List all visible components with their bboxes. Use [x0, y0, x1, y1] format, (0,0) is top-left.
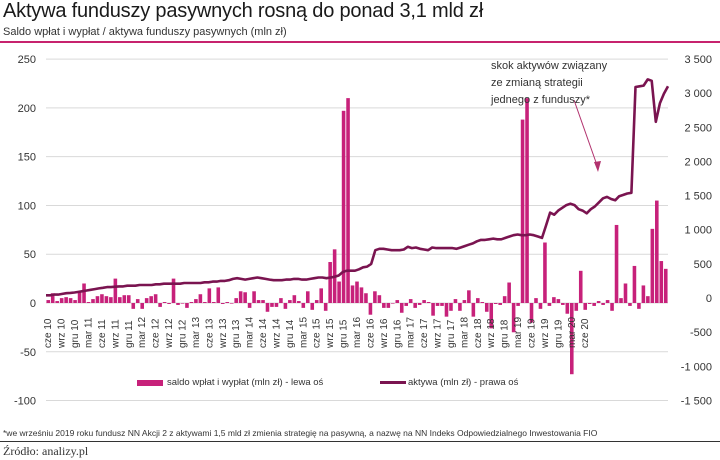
- svg-text:cze 18: cze 18: [473, 318, 484, 348]
- svg-text:gru 11: gru 11: [124, 320, 135, 348]
- svg-text:wrz 13: wrz 13: [218, 318, 229, 349]
- svg-text:mar 14: mar 14: [245, 316, 256, 348]
- svg-text:1 500: 1 500: [684, 191, 712, 203]
- legend-line-label: aktywa (mln zł) - prawa oś: [408, 377, 519, 388]
- svg-text:3 000: 3 000: [684, 88, 712, 100]
- annotation-line-2: ze zmianą strategii: [491, 77, 583, 89]
- svg-text:-100: -100: [14, 396, 36, 408]
- legend-bar-swatch-icon: [137, 379, 163, 386]
- legend-bars: saldo wpłat i wypłat (mln zł) - lewa oś: [137, 377, 323, 388]
- right-axis: 3 500 3 000 2 500 2 000 1 500 1 000 500 0 -500 -1…: [681, 54, 712, 408]
- svg-text:mar 13: mar 13: [191, 316, 202, 348]
- svg-text:wrz 14: wrz 14: [272, 318, 283, 349]
- legend-bars-label: saldo wpłat i wypłat (mln zł) - lewa oś: [167, 377, 324, 388]
- bar-series: [46, 98, 668, 375]
- svg-text:gru 17: gru 17: [446, 319, 457, 348]
- svg-text:wrz 15: wrz 15: [325, 318, 336, 349]
- svg-text:cze 16: cze 16: [365, 318, 376, 348]
- svg-text:mar 19: mar 19: [513, 316, 524, 348]
- svg-text:gru 19: gru 19: [553, 319, 564, 348]
- svg-text:50: 50: [24, 249, 36, 261]
- svg-text:cze 14: cze 14: [258, 318, 269, 348]
- svg-text:cze 13: cze 13: [204, 318, 215, 348]
- svg-text:gru 12: gru 12: [178, 319, 189, 348]
- svg-text:-500: -500: [690, 327, 712, 339]
- footer-divider: [0, 441, 720, 442]
- chart-title: Aktywa funduszy pasywnych rosną do ponad…: [3, 0, 484, 22]
- annotation-text: skok aktywów związany ze zmianą strategi…: [491, 58, 607, 109]
- svg-text:mar 17: mar 17: [406, 316, 417, 348]
- svg-text:-50: -50: [20, 347, 36, 359]
- svg-text:wrz 11: wrz 11: [110, 319, 121, 349]
- svg-text:150: 150: [18, 152, 36, 164]
- svg-text:0: 0: [706, 293, 712, 305]
- svg-text:cze 10: cze 10: [43, 318, 54, 348]
- svg-text:500: 500: [694, 259, 712, 271]
- svg-text:cze 17: cze 17: [419, 318, 430, 348]
- svg-text:2 500: 2 500: [684, 122, 712, 134]
- svg-text:200: 200: [18, 103, 36, 115]
- footnote: *we wrześniu 2019 roku fundusz NN Akcji …: [3, 428, 598, 438]
- legend-line-swatch-icon: [380, 381, 406, 384]
- svg-text:cze 12: cze 12: [151, 318, 162, 348]
- svg-text:-1 500: -1 500: [681, 395, 712, 407]
- svg-text:wrz 10: wrz 10: [57, 318, 68, 349]
- x-axis: cze 10 wrz 10 gru 10 mar 11 cze 11 wrz 11 gru …: [43, 316, 591, 349]
- svg-text:1 000: 1 000: [684, 225, 712, 237]
- annotation-line-3: jednego z funduszy*: [491, 94, 591, 106]
- svg-text:wrz 17: wrz 17: [433, 318, 444, 349]
- svg-text:3 500: 3 500: [684, 54, 712, 66]
- legend-line: aktywa (mln zł) - prawa oś: [380, 377, 518, 388]
- annotation-line-1: skok aktywów związany: [491, 60, 608, 72]
- svg-text:mar 11: mar 11: [84, 317, 95, 348]
- svg-text:250: 250: [18, 54, 36, 66]
- svg-text:cze 15: cze 15: [312, 318, 323, 348]
- svg-text:mar 15: mar 15: [298, 316, 309, 348]
- title-divider: [0, 41, 720, 43]
- svg-text:cze 20: cze 20: [580, 318, 591, 348]
- svg-text:gru 14: gru 14: [285, 319, 296, 348]
- svg-text:2 000: 2 000: [684, 156, 712, 168]
- svg-text:mar 20: mar 20: [567, 316, 578, 348]
- left-axis: 250 200 150 100 50 0 -50 -100: [14, 54, 36, 407]
- svg-text:100: 100: [18, 200, 36, 212]
- source-credit: Źródło: analizy.pl: [3, 444, 89, 458]
- svg-text:gru 13: gru 13: [231, 319, 242, 348]
- svg-text:wrz 19: wrz 19: [540, 318, 551, 349]
- svg-text:mar 18: mar 18: [459, 316, 470, 348]
- svg-text:0: 0: [30, 298, 36, 310]
- svg-text:wrz 16: wrz 16: [379, 318, 390, 349]
- chart-subtitle: Saldo wpłat i wypłat / aktywa funduszy p…: [3, 26, 287, 38]
- gridlines: [46, 58, 668, 402]
- svg-text:cze 19: cze 19: [527, 318, 538, 348]
- svg-text:gru 18: gru 18: [500, 319, 511, 348]
- svg-text:cze 11: cze 11: [97, 319, 108, 348]
- line-series: [46, 78, 670, 297]
- svg-text:wrz 12: wrz 12: [164, 318, 175, 349]
- svg-text:-1 000: -1 000: [681, 361, 712, 373]
- svg-text:mar 12: mar 12: [137, 316, 148, 348]
- svg-text:wrz 18: wrz 18: [486, 318, 497, 349]
- annotation-arrow-icon: [573, 99, 601, 172]
- svg-text:gru 15: gru 15: [339, 319, 350, 348]
- svg-text:mar 16: mar 16: [352, 316, 363, 348]
- svg-text:gru 10: gru 10: [70, 319, 81, 348]
- svg-text:gru 16: gru 16: [392, 319, 403, 348]
